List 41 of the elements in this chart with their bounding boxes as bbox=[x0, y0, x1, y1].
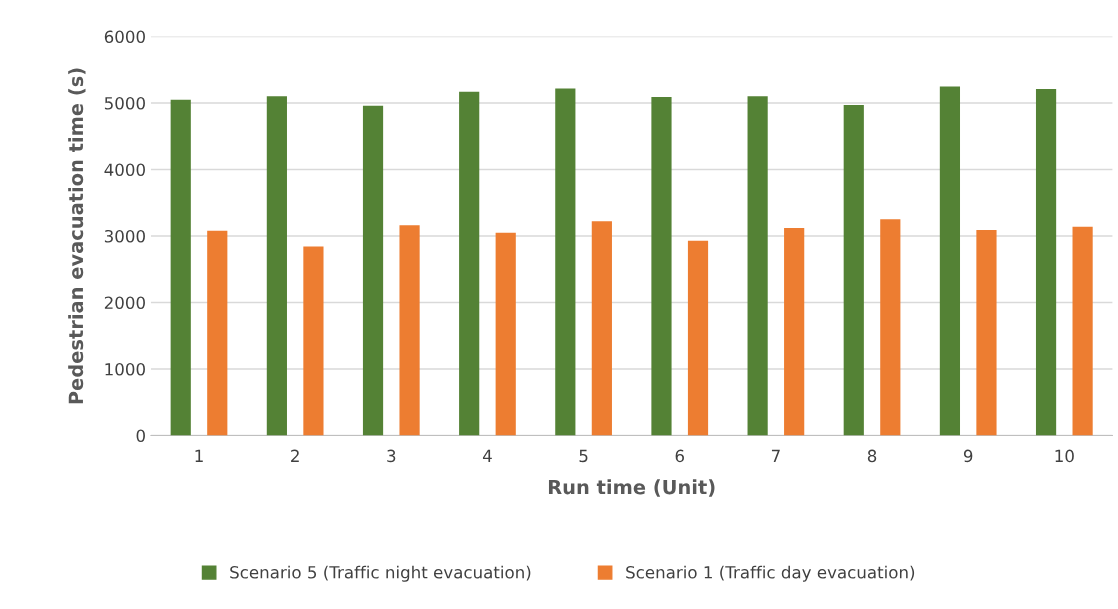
bar bbox=[1035, 89, 1057, 436]
bar bbox=[495, 232, 516, 436]
x-tick-label: 8 bbox=[867, 449, 877, 463]
x-axis-title: Run time (Unit) bbox=[548, 479, 715, 497]
y-tick-label: 2000 bbox=[104, 296, 145, 310]
bar bbox=[687, 240, 709, 436]
bar bbox=[459, 91, 480, 436]
bar bbox=[1072, 226, 1093, 436]
bar bbox=[880, 219, 901, 436]
y-tick-label: 3000 bbox=[104, 229, 145, 243]
y-axis-title: Pedestrian evacuation time (s) bbox=[68, 68, 86, 404]
y-tick-label: 5000 bbox=[104, 96, 145, 110]
x-tick-label: 3 bbox=[387, 449, 396, 463]
x-tick-label: 5 bbox=[579, 449, 588, 463]
y-tick-label: 1000 bbox=[105, 362, 145, 376]
bar bbox=[303, 246, 324, 436]
bar bbox=[591, 221, 612, 436]
bar bbox=[939, 86, 961, 436]
bar bbox=[266, 96, 287, 436]
bar bbox=[784, 228, 805, 436]
x-tick-label: 7 bbox=[771, 449, 780, 462]
bar bbox=[170, 99, 191, 436]
bar bbox=[362, 105, 384, 436]
legend-label: Scenario 1 (Traffic day evacuation) bbox=[626, 565, 915, 582]
x-tick-label: 6 bbox=[675, 449, 684, 463]
x-tick-label: 10 bbox=[1055, 449, 1074, 463]
bar bbox=[976, 230, 997, 436]
bar bbox=[651, 97, 672, 436]
x-tick-label: 9 bbox=[963, 449, 973, 463]
y-tick-label: 4000 bbox=[104, 163, 145, 177]
bar bbox=[399, 225, 420, 436]
legend-label: Scenario 5 (Traffic night evacuation) bbox=[230, 565, 531, 582]
bar bbox=[747, 96, 768, 436]
bar bbox=[555, 88, 576, 436]
x-tick-label: 4 bbox=[482, 449, 492, 462]
bar bbox=[207, 230, 228, 436]
y-tick-label: 0 bbox=[136, 429, 145, 442]
y-tick-label: 6000 bbox=[104, 30, 145, 44]
bar bbox=[843, 105, 864, 436]
x-tick-label: 1 bbox=[195, 449, 203, 462]
x-tick-label: 2 bbox=[291, 449, 299, 462]
